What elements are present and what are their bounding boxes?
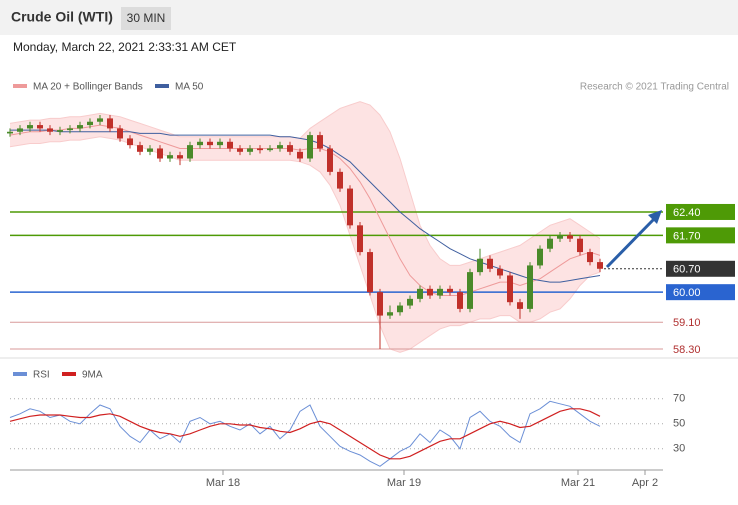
legend-label: MA 20 + Bollinger Bands <box>33 82 143 93</box>
candle-body <box>497 268 503 276</box>
candle-body <box>207 141 213 146</box>
level-label: 58.30 <box>673 344 701 356</box>
candle-body <box>257 148 263 151</box>
candle-body <box>347 188 353 226</box>
candle-body <box>447 288 453 293</box>
rsi-tick-label: 30 <box>673 443 685 455</box>
candle-body <box>467 272 473 309</box>
candle-body <box>407 298 413 306</box>
candle-body <box>187 145 193 159</box>
chart-title: Crude Oil (WTI) <box>11 9 113 25</box>
candle-body <box>197 141 203 146</box>
candle-body <box>527 265 533 309</box>
legend-label: MA 50 <box>175 82 204 93</box>
candle-body <box>167 155 173 159</box>
candle-body <box>107 118 113 129</box>
level-label: 62.40 <box>673 207 701 219</box>
candle-body <box>387 312 393 316</box>
rsi-line <box>9 408 601 460</box>
candle-body <box>317 135 323 149</box>
main-layer: Mar 18 Mar 19 Mar 21 Apr 2 62.40 61.70 60.70 60… <box>7 115 735 489</box>
timeframe[interactable]: 30 MIN <box>127 11 166 25</box>
candle-body <box>277 145 283 149</box>
candle-body <box>137 145 143 152</box>
level-label: 59.10 <box>673 317 701 329</box>
candle-body <box>217 141 223 146</box>
candle-body <box>397 305 403 313</box>
candle-body <box>377 292 383 316</box>
candle-body <box>67 128 73 131</box>
candle-body <box>537 248 543 266</box>
candle-body <box>557 235 563 239</box>
candle-body <box>27 125 33 129</box>
legend-swatch <box>62 372 76 376</box>
rsi-line <box>9 400 601 467</box>
forecast-arrow <box>605 216 657 269</box>
candle-body <box>327 148 333 172</box>
candle-body <box>427 288 433 296</box>
candle-body <box>307 135 313 159</box>
timeframe-box[interactable] <box>121 7 171 30</box>
candle-body <box>457 292 463 309</box>
candle-body <box>17 128 23 132</box>
candle-body <box>97 118 103 122</box>
candle-body <box>177 155 183 159</box>
level-box <box>666 260 735 277</box>
candle-body <box>157 148 163 159</box>
candle-body <box>87 121 93 126</box>
candle-body <box>567 235 573 239</box>
arrow-head <box>648 210 662 224</box>
legend-label: 9MA <box>82 370 103 381</box>
candle-body <box>507 275 513 303</box>
candle-body <box>517 302 523 309</box>
rsi-tick-label: 70 <box>673 393 685 405</box>
level-box <box>666 227 735 244</box>
candle-body <box>547 238 553 249</box>
candle-body <box>357 225 363 253</box>
candle-body <box>577 238 583 253</box>
legend-swatch <box>13 84 27 88</box>
band-lower <box>9 136 601 353</box>
candle-body <box>117 128 123 139</box>
candle-body <box>227 141 233 149</box>
candle-body <box>297 151 303 159</box>
level-label: 61.70 <box>673 230 701 242</box>
candle-body <box>7 131 13 134</box>
legend-label: RSI <box>33 370 50 381</box>
candle-body <box>267 148 273 151</box>
candle-body <box>37 125 43 129</box>
subtitle: Monday, March 22, 2021 2:33:31 AM CET <box>13 40 237 54</box>
rsi-tick-label: 50 <box>673 418 685 430</box>
x-tick-label: Apr 2 <box>632 477 658 489</box>
candle-body <box>147 148 153 152</box>
x-tick-label: Mar 18 <box>206 477 240 489</box>
candle-body <box>597 262 603 269</box>
x-tick-label: Mar 21 <box>561 477 595 489</box>
level-label: 60.00 <box>673 287 701 299</box>
legend-swatch <box>13 372 27 376</box>
level-box <box>666 203 735 220</box>
candle-body <box>47 128 53 132</box>
level-box <box>666 284 735 301</box>
copyright: Research © 2021 Trading Central <box>580 82 729 93</box>
candle-body <box>487 258 493 269</box>
candle-body <box>237 148 243 152</box>
candle-body <box>57 130 63 132</box>
candle-body <box>247 148 253 152</box>
candle-body <box>287 145 293 152</box>
level-label: 60.70 <box>673 264 701 276</box>
candle-body <box>77 125 83 129</box>
band-upper <box>9 101 601 266</box>
candle-body <box>477 258 483 273</box>
candle-body <box>437 288 443 296</box>
candle-body <box>367 252 373 293</box>
candle-body <box>417 288 423 299</box>
candle-body <box>337 171 343 189</box>
candle-body <box>587 252 593 263</box>
candle-body <box>127 138 133 146</box>
legend-swatch <box>155 84 169 88</box>
x-tick-label: Mar 19 <box>387 477 421 489</box>
